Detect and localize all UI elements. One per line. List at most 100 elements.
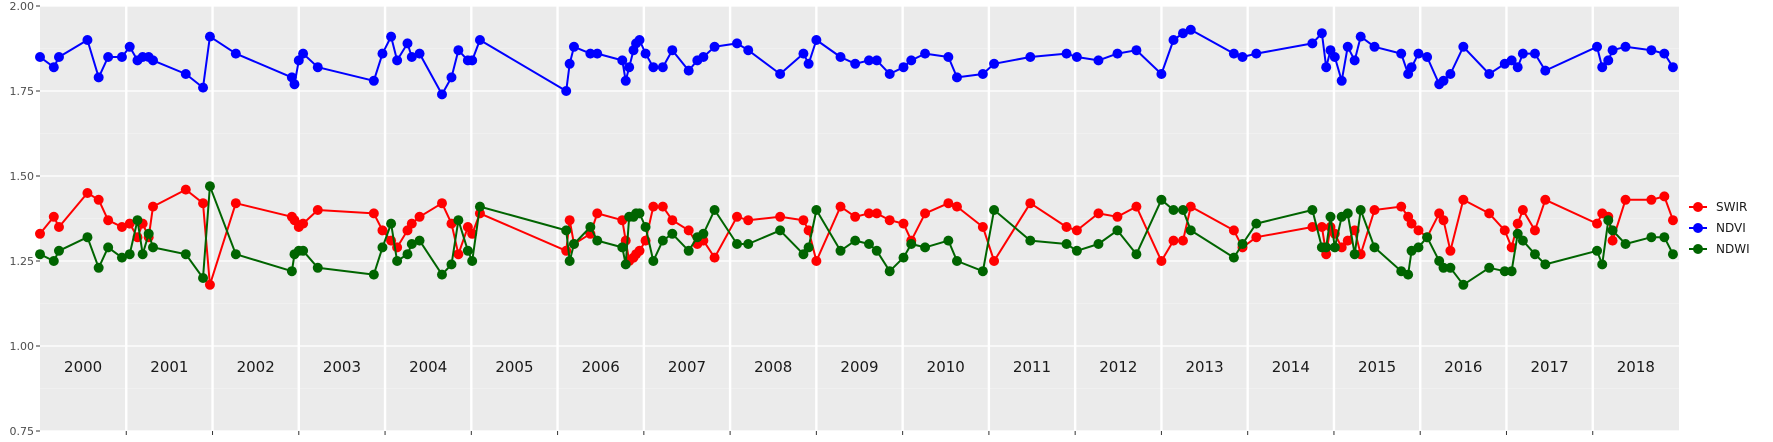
data-point-ndvi [1620, 41, 1631, 52]
year-label: 2014 [1272, 358, 1310, 376]
data-point-ndvi [1228, 48, 1239, 59]
data-point-swir [230, 198, 241, 209]
data-point-ndwi [1071, 245, 1082, 256]
data-point-ndvi [1355, 31, 1366, 42]
legend-item-ndwi: NDWI [1689, 242, 1750, 256]
data-point-ndwi [1156, 194, 1167, 205]
data-point-swir [977, 222, 988, 232]
data-point-ndwi [1540, 259, 1551, 270]
data-point-ndvi [803, 58, 814, 69]
data-point-ndvi [920, 48, 931, 59]
data-point-ndwi [989, 205, 1000, 215]
series-line-swir [39, 188, 1674, 286]
data-point-ndvi [1458, 41, 1469, 52]
data-point-ndwi [977, 266, 988, 277]
year-label: 2007 [668, 358, 706, 376]
data-point-ndvi [53, 52, 64, 62]
data-point-ndwi [906, 239, 917, 249]
data-point-ndwi [568, 239, 579, 249]
data-point-ndwi [698, 228, 709, 239]
data-point-ndwi [592, 235, 603, 246]
data-point-ndvi [1603, 55, 1614, 66]
data-point-ndwi [898, 252, 909, 263]
legend: SWIR NDVI NDWI [1689, 200, 1750, 256]
data-point-ndwi [620, 259, 631, 270]
data-point-ndvi [1369, 41, 1380, 52]
data-point-ndwi [1413, 242, 1424, 253]
data-point-swir [1413, 225, 1424, 236]
data-point-swir [1185, 201, 1196, 212]
data-point-ndwi [1506, 266, 1517, 277]
data-point-ndvi [1406, 62, 1417, 73]
year-label: 2012 [1099, 358, 1137, 376]
series-layer [35, 24, 1678, 290]
data-point-ndvi [863, 55, 874, 66]
data-point-ndvi [561, 86, 572, 96]
data-point-ndwi [1646, 232, 1657, 243]
data-point-ndwi [798, 249, 809, 260]
data-point-ndwi [1342, 208, 1353, 219]
data-point-swir [1131, 201, 1142, 212]
data-point-ndvi [1396, 48, 1407, 59]
series-ndvi [35, 24, 1678, 100]
data-point-swir [1659, 191, 1670, 202]
data-point-ndwi [143, 228, 154, 239]
data-point-swir [82, 188, 93, 198]
data-point-ndvi [698, 52, 709, 62]
year-label: 2001 [150, 358, 188, 376]
data-point-ndvi [640, 48, 651, 59]
data-point-ndvi [1349, 55, 1360, 66]
data-point-swir [657, 201, 668, 212]
data-point-ndvi [989, 58, 1000, 69]
data-point-swir [775, 211, 786, 222]
data-point-ndvi [1445, 69, 1456, 79]
data-point-ndwi [1307, 205, 1318, 215]
data-point-ndwi [180, 249, 191, 260]
data-point-ndvi [368, 75, 379, 86]
data-point-ndvi [1131, 45, 1142, 56]
data-point-swir [1112, 211, 1123, 222]
data-point-ndwi [116, 252, 127, 263]
data-point-swir [951, 201, 962, 212]
data-point-ndvi [148, 55, 159, 66]
data-point-ndvi [648, 62, 659, 73]
data-point-ndvi [1659, 48, 1670, 59]
data-point-ndwi [1499, 266, 1510, 277]
y-axis: 0.75 1.00 1.25 1.50 1.75 2.00 [10, 0, 40, 438]
data-point-ndwi [850, 235, 861, 246]
data-point-ndvi [1667, 62, 1678, 73]
data-point-ndvi [198, 82, 209, 93]
data-point-swir [989, 256, 1000, 266]
data-point-swir [648, 201, 659, 212]
data-point-ndwi [198, 273, 209, 283]
data-point-swir [850, 211, 861, 222]
data-point-ndwi [667, 228, 678, 239]
data-point-ndvi [467, 55, 478, 66]
data-point-swir [1529, 225, 1540, 236]
legend-label: NDVI [1716, 221, 1746, 235]
data-point-swir [1484, 208, 1495, 219]
data-point-ndwi [835, 245, 846, 256]
data-point-ndwi [1607, 225, 1618, 236]
data-point-ndwi [634, 208, 645, 219]
data-point-ndwi [392, 256, 403, 266]
data-point-swir [116, 222, 127, 232]
data-point-ndvi [204, 31, 215, 42]
data-point-ndvi [1517, 48, 1528, 59]
data-point-swir [1177, 235, 1188, 246]
data-point-ndvi [1592, 41, 1603, 52]
data-point-ndwi [467, 256, 478, 266]
data-point-swir [1406, 218, 1417, 229]
year-label: 2005 [495, 358, 533, 376]
data-point-ndwi [1355, 205, 1366, 215]
data-point-ndvi [1506, 55, 1517, 66]
data-point-ndvi [709, 41, 720, 52]
data-point-ndwi [1369, 242, 1380, 253]
data-point-ndvi [1316, 28, 1327, 39]
data-point-ndwi [1093, 239, 1104, 249]
data-point-ndvi [298, 48, 309, 59]
year-label: 2008 [754, 358, 792, 376]
data-point-swir [667, 215, 678, 226]
data-point-ndvi [1321, 62, 1332, 73]
data-point-swir [377, 225, 388, 236]
